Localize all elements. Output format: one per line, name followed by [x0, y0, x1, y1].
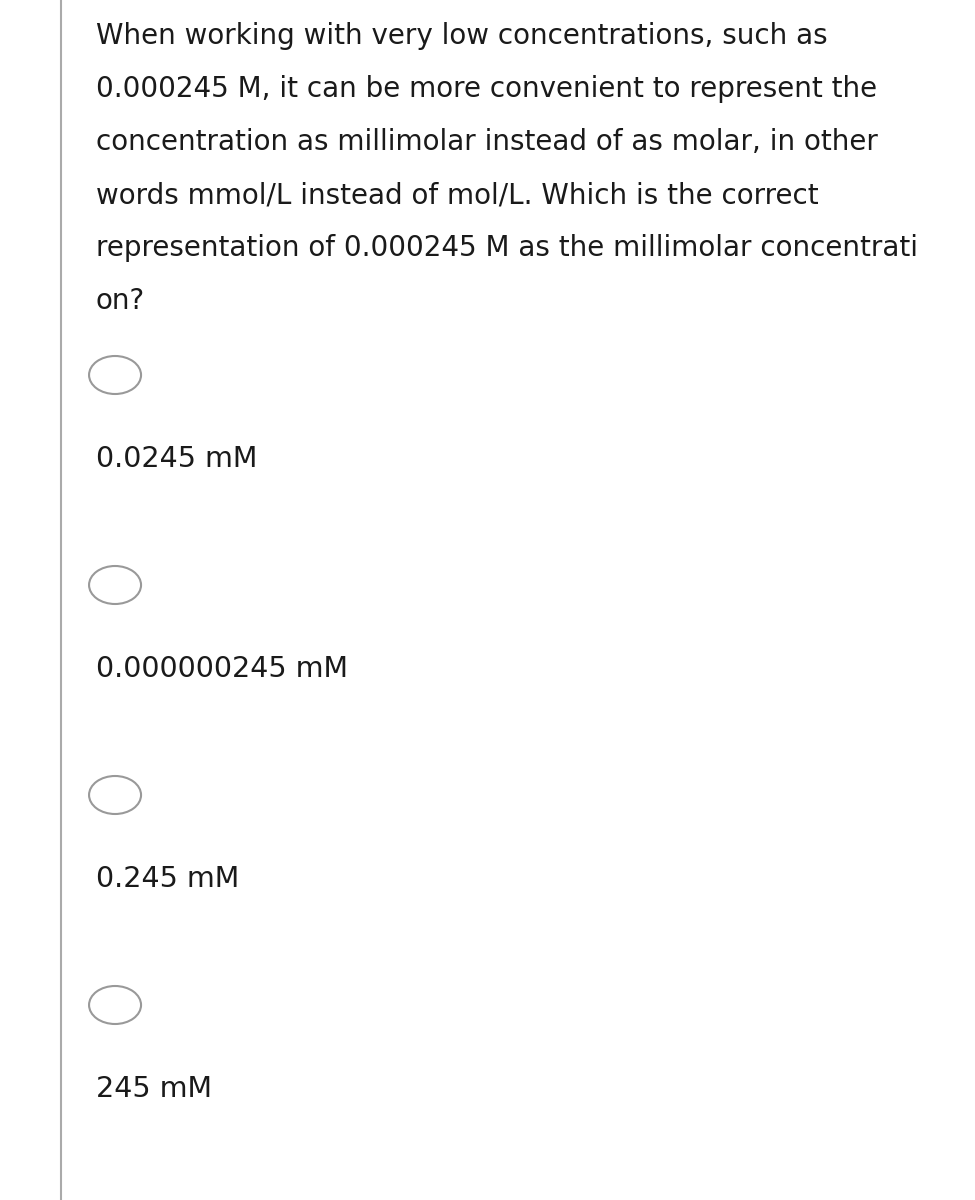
- Text: concentration as millimolar instead of as molar, in other: concentration as millimolar instead of a…: [96, 128, 878, 156]
- Text: When working with very low concentrations, such as: When working with very low concentration…: [96, 22, 827, 50]
- Text: 0.000245 M, it can be more convenient to represent the: 0.000245 M, it can be more convenient to…: [96, 74, 877, 103]
- Text: 245 mM: 245 mM: [96, 1075, 212, 1103]
- Text: 0.0245 mM: 0.0245 mM: [96, 445, 257, 473]
- Text: on?: on?: [96, 287, 145, 314]
- Text: 0.245 mM: 0.245 mM: [96, 865, 239, 893]
- Text: 0.000000245 mM: 0.000000245 mM: [96, 655, 347, 683]
- Text: words mmol/L instead of mol/L. Which is the correct: words mmol/L instead of mol/L. Which is …: [96, 181, 818, 209]
- Text: representation of 0.000245 M as the millimolar concentrati: representation of 0.000245 M as the mill…: [96, 234, 917, 262]
